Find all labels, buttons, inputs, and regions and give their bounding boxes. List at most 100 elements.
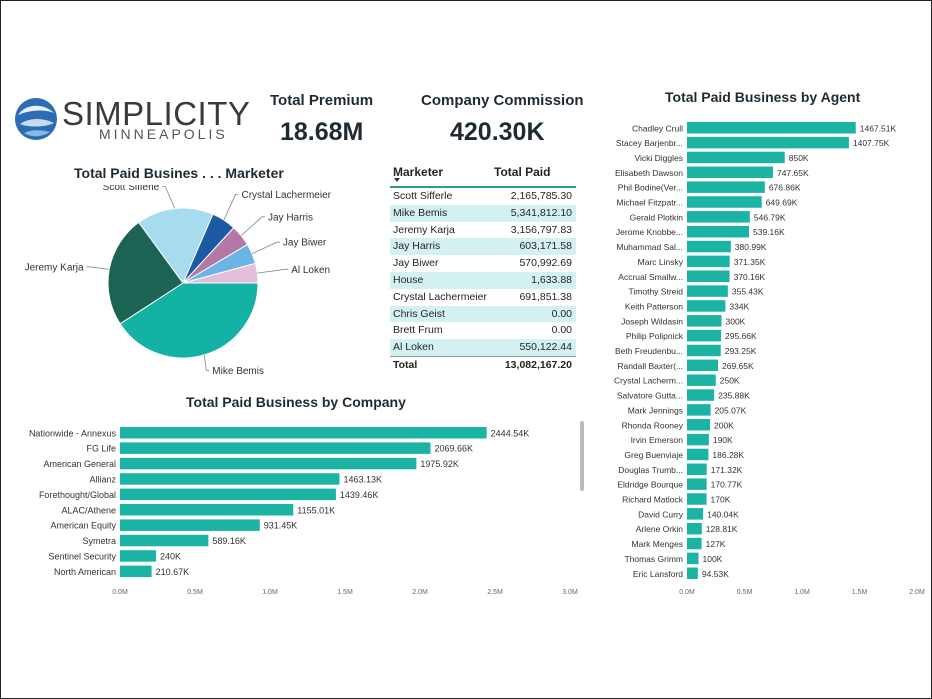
- pie-slice-jeremy-karja[interactable]: [107, 221, 184, 325]
- table-row[interactable]: Jay Biwer 570,992.69: [390, 255, 576, 272]
- bar[interactable]: [687, 255, 730, 268]
- axis-tick-label: 0.5M: [737, 589, 753, 596]
- marketer-name: Mike Bemis: [393, 206, 448, 219]
- total-paid-value: 0.00: [551, 324, 572, 337]
- bar[interactable]: [687, 433, 709, 446]
- bar-data-label: 676.86K: [769, 183, 801, 193]
- bar-data-label: 371.35K: [734, 257, 766, 267]
- bar-category-label: Stacey Barjenbr...: [616, 138, 683, 148]
- marketer-name: Chris Geist: [393, 307, 445, 320]
- bar[interactable]: [687, 315, 722, 327]
- simplicity-logo-icon: [15, 98, 57, 140]
- bar[interactable]: [687, 181, 765, 193]
- bar-data-label: 539.16K: [753, 227, 785, 237]
- bar-data-label: 850K: [789, 153, 809, 163]
- bar[interactable]: [120, 442, 431, 454]
- bar-data-label: 210.67K: [156, 567, 190, 577]
- axis-tick-label: 2.0M: [909, 589, 925, 596]
- pie-leader-line: [240, 216, 265, 236]
- agent-bar-chart: Chadley Crull 1467.51K Stacey Barjenbr... 1…: [614, 122, 925, 596]
- table-row[interactable]: House 1,633.88: [390, 271, 576, 289]
- bar[interactable]: [687, 448, 709, 461]
- bar[interactable]: [687, 567, 698, 580]
- table-row[interactable]: Brett Frum 0.00: [390, 322, 576, 339]
- bar[interactable]: [120, 488, 336, 501]
- table-row[interactable]: Jay Harris 603,171.58: [390, 238, 576, 256]
- bar-category-label: Vicki Diggles: [634, 153, 683, 163]
- marketer-column-header[interactable]: Marketer: [393, 165, 444, 179]
- total-paid-value: 603,171.58: [519, 240, 572, 253]
- bar-category-label: Crystal Lacherm...: [614, 376, 683, 386]
- pie-slice-scott-sifferle[interactable]: [138, 207, 214, 284]
- bar-data-label: 171.32K: [711, 465, 743, 475]
- bar[interactable]: [687, 552, 699, 565]
- table-row[interactable]: Jeremy Karja 3,156,797.83: [390, 222, 576, 239]
- axis-tick-label: 0.0M: [679, 589, 695, 596]
- bar[interactable]: [687, 240, 731, 253]
- total-paid-column-header[interactable]: Total Paid: [494, 165, 551, 179]
- table-row[interactable]: Al Loken 550,122.44: [390, 339, 576, 356]
- bar[interactable]: [120, 427, 487, 439]
- bar-data-label: 334K: [729, 301, 749, 311]
- bar-category-label: Accrual Smallw...: [618, 272, 683, 282]
- bar-category-label: Chadley Crull: [632, 123, 683, 133]
- pie-label: Al Loken: [291, 265, 330, 276]
- table-row[interactable]: Scott Sifferle 2,165,785.30: [390, 188, 576, 205]
- bar-data-label: 380.99K: [735, 242, 767, 252]
- bar[interactable]: [687, 136, 849, 149]
- bar[interactable]: [687, 300, 726, 312]
- pie-leader-line: [223, 193, 239, 221]
- table-row[interactable]: Chris Geist 0.00: [390, 305, 576, 323]
- bar[interactable]: [687, 359, 719, 372]
- bar[interactable]: [687, 419, 710, 431]
- company-commission-value: 420.30K: [450, 118, 545, 146]
- bar-data-label: 293.25K: [725, 346, 757, 356]
- bar[interactable]: [687, 211, 750, 223]
- bar-data-label: 370.16K: [734, 272, 766, 282]
- bar[interactable]: [687, 151, 785, 164]
- bar[interactable]: [687, 493, 707, 505]
- bar[interactable]: [687, 478, 707, 490]
- bar[interactable]: [687, 463, 707, 476]
- marketer-table: Marketer Total Paid Scott Sifferle 2,165,…: [390, 160, 576, 374]
- bar[interactable]: [687, 196, 762, 208]
- bar[interactable]: [120, 457, 417, 470]
- bar[interactable]: [687, 522, 702, 535]
- scrollbar-thumb[interactable]: [580, 421, 584, 491]
- company-chart-title: Total Paid Business by Company: [186, 394, 406, 410]
- bar[interactable]: [120, 550, 156, 562]
- bar[interactable]: [687, 374, 716, 386]
- brand-name: SIMPLICITY: [62, 95, 251, 132]
- pie-label: Crystal Lachermeier: [242, 190, 332, 201]
- bar[interactable]: [687, 404, 711, 416]
- bar-category-label: Greg Buenviaje: [624, 450, 683, 460]
- bar-category-label: Eldridge Bourque: [617, 480, 683, 490]
- bar[interactable]: [687, 329, 721, 342]
- bar[interactable]: [120, 565, 152, 578]
- bar[interactable]: [687, 537, 702, 550]
- bar-category-label: Salvatore Gutta...: [617, 391, 683, 401]
- bar[interactable]: [120, 504, 294, 516]
- bar[interactable]: [687, 508, 704, 520]
- bar[interactable]: [687, 389, 715, 401]
- bar[interactable]: [120, 534, 209, 547]
- total-paid-value: 570,992.69: [519, 257, 572, 270]
- bar[interactable]: [120, 473, 340, 485]
- bar[interactable]: [687, 225, 749, 238]
- axis-tick-label: 1.5M: [852, 589, 868, 596]
- marketer-name: Scott Sifferle: [393, 190, 453, 202]
- axis-tick-label: 1.0M: [794, 589, 810, 596]
- table-row[interactable]: Crystal Lachermeier 691,851.38: [390, 289, 576, 306]
- bar-category-label: Randall Baxter(...: [617, 361, 683, 371]
- bar-category-label: Philip Polipnick: [626, 331, 684, 341]
- bar[interactable]: [687, 344, 721, 357]
- sort-down-icon[interactable]: [394, 178, 400, 182]
- bar[interactable]: [687, 122, 856, 134]
- table-header: Marketer Total Paid: [390, 160, 576, 188]
- bar[interactable]: [120, 519, 260, 531]
- bar[interactable]: [687, 166, 773, 179]
- bar[interactable]: [687, 270, 730, 283]
- table-row[interactable]: Mike Bemis 5,341,812.10: [390, 204, 576, 222]
- bar-category-label: Joseph Wildasin: [621, 316, 683, 326]
- bar[interactable]: [687, 285, 728, 297]
